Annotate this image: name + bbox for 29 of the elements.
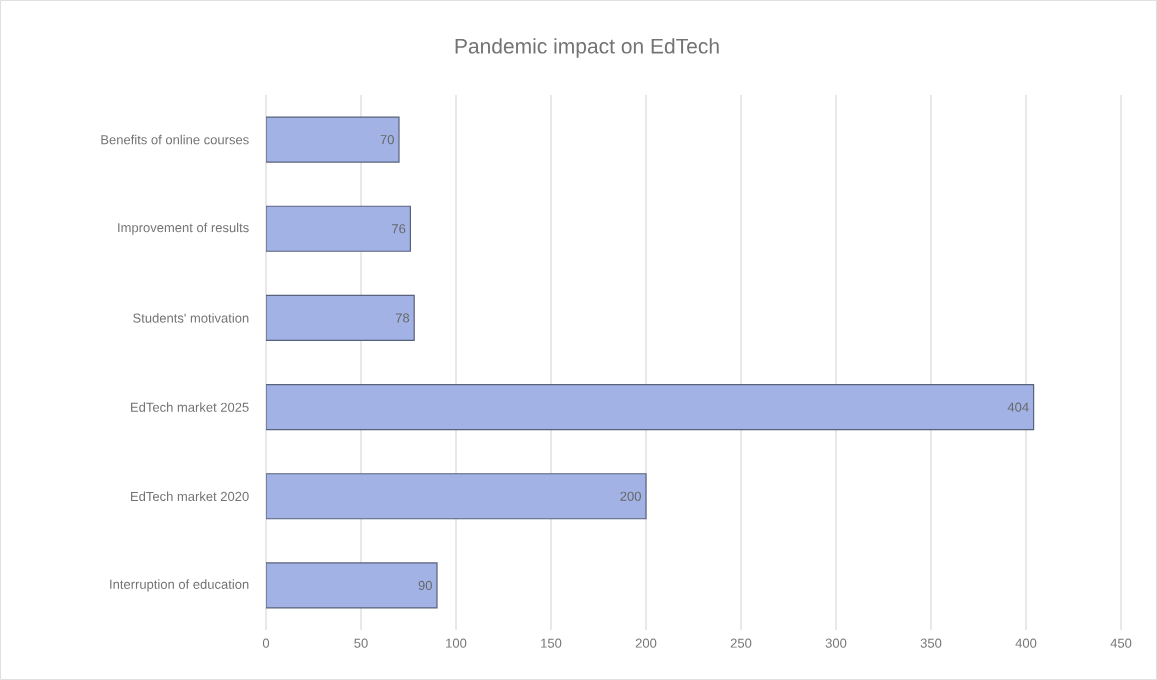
data-label: 200 (620, 491, 641, 501)
bar (266, 294, 415, 342)
chart-title: Pandemic impact on EdTech (455, 38, 719, 58)
y-tick-label: EdTech market 2020 (131, 491, 249, 502)
data-label: 90 (418, 580, 432, 591)
data-label: 76 (392, 224, 406, 234)
x-tick-label: 100 (446, 638, 467, 648)
y-tick-label: Improvement of results (118, 222, 249, 235)
x-tick-label: 450 (1110, 638, 1132, 648)
x-tick-label: 0 (262, 638, 270, 648)
data-label: 404 (1007, 402, 1029, 412)
y-tick-label: EdTech market 2025 (131, 402, 249, 412)
bar (266, 562, 438, 609)
bar (266, 383, 1035, 431)
data-label: 78 (395, 313, 410, 323)
data-label: 70 (380, 134, 394, 145)
bar (266, 473, 647, 520)
bar (266, 205, 411, 252)
x-tick-label: 150 (541, 638, 562, 648)
x-tick-label: 200 (635, 638, 657, 648)
x-tick-label: 300 (825, 638, 847, 648)
x-tick-label: 400 (1015, 638, 1037, 648)
y-tick-label: Students' motivation (133, 313, 249, 323)
y-tick-label: Interruption of education (110, 579, 249, 592)
x-tick-label: 250 (730, 638, 752, 648)
x-tick-label: 350 (920, 638, 942, 648)
y-tick-label: Benefits of online courses (101, 134, 249, 145)
bar (266, 116, 400, 163)
x-tick-label: 50 (354, 638, 368, 648)
